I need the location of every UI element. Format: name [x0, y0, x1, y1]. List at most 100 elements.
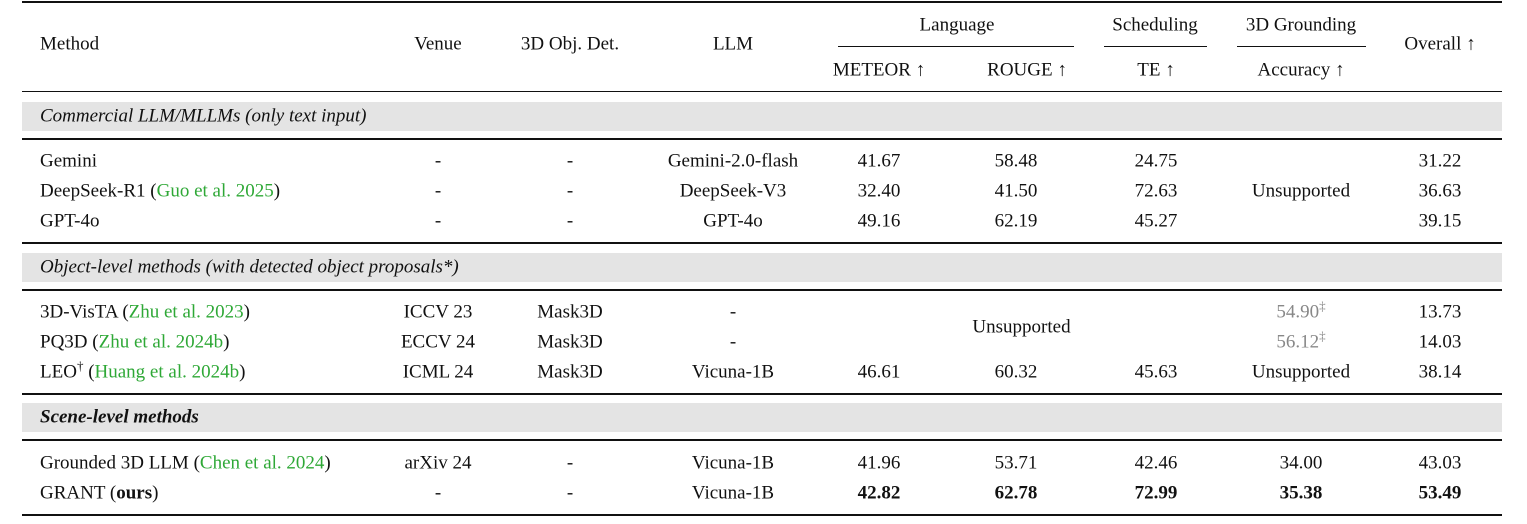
method-mark: †	[76, 358, 84, 374]
rouge-cell: 41.50	[994, 180, 1038, 202]
te-cell: 72.99	[1134, 482, 1178, 504]
method-cell: Gemini	[40, 152, 97, 171]
method-cell: LEO† (Huang et al. 2024b)	[40, 358, 246, 383]
acc-mark: ‡	[1319, 298, 1326, 314]
method-suffix: ours	[116, 482, 153, 504]
group-rule	[22, 393, 1502, 395]
overall-cell: 13.73	[1418, 301, 1462, 323]
llm-cell: DeepSeek-V3	[679, 180, 787, 202]
llm-cell: Vicuna-1B	[691, 361, 775, 383]
acc-cell: 35.38	[1279, 482, 1323, 504]
method-name: 3D-VisTA	[40, 301, 118, 323]
acc-cell: Unsupported	[1251, 361, 1351, 383]
rouge-cell: 62.19	[994, 210, 1038, 232]
header-accuracy: Accuracy ↑	[1257, 59, 1345, 81]
te-cell: 42.46	[1134, 452, 1178, 474]
meteor-cell: 41.67	[857, 150, 901, 172]
overall-cell: 31.22	[1418, 150, 1462, 172]
det-cell: Mask3D	[537, 301, 603, 323]
llm-cell: -	[729, 301, 737, 323]
section-rule	[22, 289, 1502, 291]
section-band	[22, 102, 1502, 131]
te-cell: 45.63	[1134, 361, 1178, 383]
acc-mark: ‡	[1319, 328, 1326, 344]
method-cell: Grounded 3D LLM (Chen et al. 2024)	[40, 452, 331, 474]
header-method: Method	[40, 33, 100, 55]
meteor-cell: 46.61	[857, 361, 901, 383]
acc-cell: 54.90‡	[1276, 298, 1326, 323]
section-rule	[22, 439, 1502, 441]
te-cell: 72.63	[1134, 180, 1178, 202]
venue-cell: ICML 24	[402, 361, 474, 383]
header-venue: Venue	[414, 33, 462, 55]
det-cell: -	[566, 452, 574, 474]
method-name: LEO	[40, 361, 77, 383]
llm-cell: GPT-4o	[703, 210, 763, 232]
llm-cell: -	[729, 331, 737, 353]
det-cell: Mask3D	[537, 331, 603, 353]
section-band	[22, 403, 1502, 432]
method-cell: DeepSeek-R1 (Guo et al. 2025)	[40, 180, 281, 202]
venue-cell: -	[434, 482, 442, 504]
venue-cell: -	[434, 210, 442, 232]
grounding-cmidrule	[1237, 46, 1366, 47]
llm-cell: Vicuna-1B	[691, 452, 775, 474]
header-overall: Overall ↑	[1404, 33, 1476, 55]
overall-cell: 53.49	[1418, 482, 1462, 504]
overall-cell: 38.14	[1418, 361, 1462, 383]
method-name: Gemini	[40, 150, 97, 172]
header-te: TE ↑	[1137, 59, 1175, 81]
meteor-cell: 32.40	[857, 180, 901, 202]
citation-link[interactable]: Huang et al. 2024b	[94, 361, 240, 383]
rouge-cell: 53.71	[994, 452, 1038, 474]
llm-cell: Gemini-2.0-flash	[667, 150, 799, 172]
acc-cell: 34.00	[1279, 452, 1323, 474]
venue-cell: -	[434, 150, 442, 172]
header-scheduling: Scheduling	[1112, 14, 1198, 36]
overall-cell: 39.15	[1418, 210, 1462, 232]
rouge-cell: 60.32	[994, 361, 1038, 383]
header-grounding: 3D Grounding	[1245, 14, 1357, 36]
det-cell: -	[566, 150, 574, 172]
scheduling-cmidrule	[1104, 46, 1207, 47]
citation-link[interactable]: Chen et al. 2024	[199, 452, 325, 474]
det-cell: -	[566, 180, 574, 202]
method-name: Grounded 3D LLM	[40, 452, 189, 474]
meteor-cell: 41.96	[857, 452, 901, 474]
method-name: GRANT	[40, 482, 106, 504]
section-band	[22, 253, 1502, 282]
header-meteor: METEOR ↑	[832, 59, 926, 81]
meteor-cell: 49.16	[857, 210, 901, 232]
method-name: GPT-4o	[40, 210, 100, 232]
citation-link[interactable]: Zhu et al. 2023	[128, 301, 244, 323]
section-title: Commercial LLM/MLLMs (only text input)	[40, 105, 367, 127]
language-cmidrule	[838, 46, 1074, 47]
overall-cell: 36.63	[1418, 180, 1462, 202]
det-cell: -	[566, 210, 574, 232]
acc-cell: 56.12‡	[1276, 328, 1326, 353]
overall-cell: 43.03	[1418, 452, 1462, 474]
citation-link[interactable]: Zhu et al. 2024b	[98, 331, 224, 353]
venue-cell: arXiv 24	[404, 452, 472, 474]
method-cell: GPT-4o	[40, 212, 99, 231]
method-name: PQ3D	[40, 331, 88, 353]
method-cell: PQ3D (Zhu et al. 2024b)	[40, 331, 230, 353]
venue-cell: ECCV 24	[400, 331, 476, 353]
citation-link[interactable]: Guo et al. 2025	[156, 180, 274, 202]
method-cell: GRANT (ours)	[40, 482, 159, 504]
meteor-cell: 42.82	[857, 482, 901, 504]
method-name: DeepSeek-R1	[40, 180, 146, 202]
header-rouge: ROUGE ↑	[987, 59, 1067, 81]
te-cell: 45.27	[1134, 210, 1178, 232]
te-cell: 24.75	[1134, 150, 1178, 172]
llm-cell: Vicuna-1B	[691, 482, 775, 504]
merged-cell: Unsupported	[972, 316, 1071, 338]
method-cell: 3D-VisTA (Zhu et al. 2023)	[40, 301, 250, 323]
det-cell: -	[566, 482, 574, 504]
venue-cell: -	[434, 180, 442, 202]
top-rule	[22, 1, 1502, 3]
header-llm: LLM	[712, 33, 754, 55]
header-rule	[22, 91, 1502, 92]
merged-cell: Unsupported	[1251, 180, 1351, 202]
